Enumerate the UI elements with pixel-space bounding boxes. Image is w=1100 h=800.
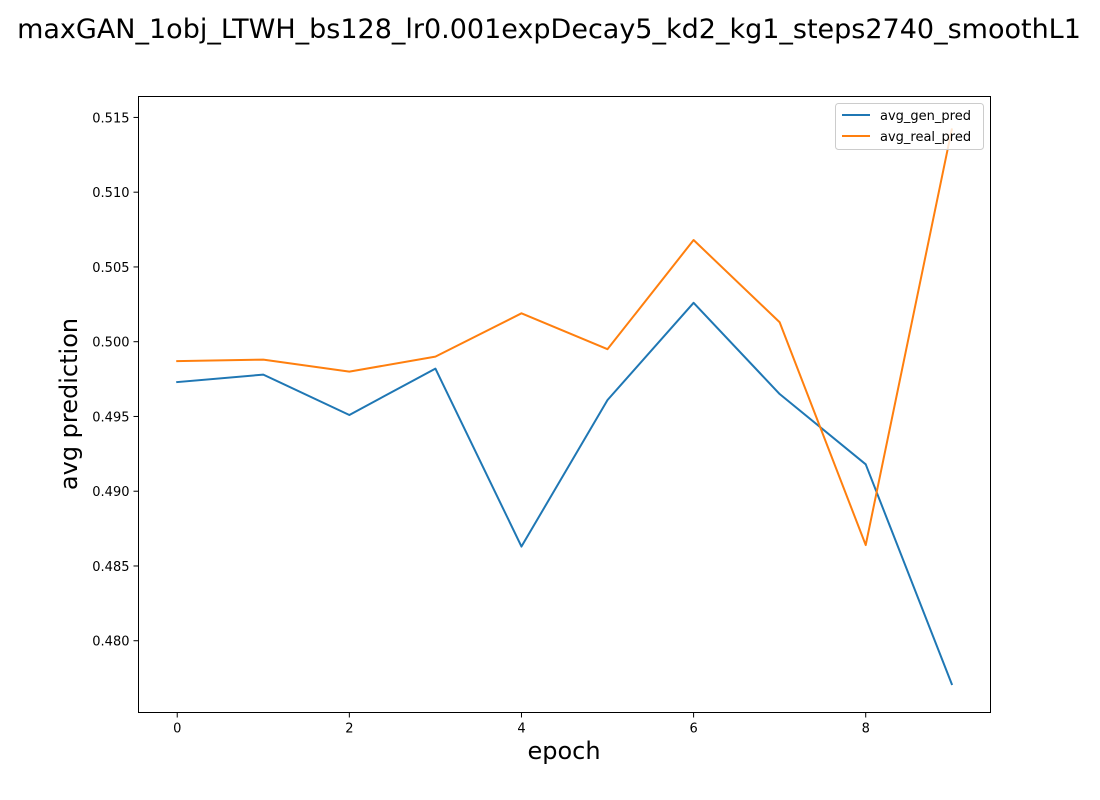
legend-label-avg-gen-pred: avg_gen_pred — [880, 109, 971, 124]
y-tick-label: 0.505 — [92, 261, 129, 276]
x-axis-ticks: 0 2 4 6 8 — [173, 712, 870, 737]
x-tick-label: 8 — [862, 722, 870, 737]
x-axis-label: epoch — [527, 737, 600, 765]
series-line-avg-gen-pred — [176, 301, 954, 686]
y-tick-label: 0.490 — [92, 485, 129, 500]
legend-box — [835, 103, 984, 150]
y-axis-ticks: 0.480 0.485 0.490 0.495 0.500 0.505 0.510 0.515 — [92, 111, 139, 650]
chart-title: maxGAN_1obj_LTWH_bs128_lr0.001expDecay5_… — [17, 14, 1081, 45]
legend-label-avg-real-pred: avg_real_pred — [880, 130, 971, 145]
y-tick-label: 0.480 — [92, 635, 129, 650]
x-tick-label: 6 — [689, 722, 697, 737]
plot-lines — [176, 128, 954, 686]
x-tick-label: 4 — [517, 722, 525, 737]
y-tick-label: 0.495 — [92, 410, 129, 425]
y-tick-label: 0.510 — [92, 186, 129, 201]
x-tick-label: 2 — [345, 722, 353, 737]
legend: avg_gen_pred avg_real_pred — [835, 103, 984, 150]
y-tick-label: 0.485 — [92, 560, 129, 575]
plot-frame — [138, 96, 991, 713]
y-tick-label: 0.500 — [92, 336, 129, 351]
x-tick-label: 0 — [173, 722, 181, 737]
y-axis-label: avg prediction — [55, 318, 83, 490]
y-tick-label: 0.515 — [92, 111, 129, 126]
series-line-avg-real-pred — [176, 128, 953, 547]
